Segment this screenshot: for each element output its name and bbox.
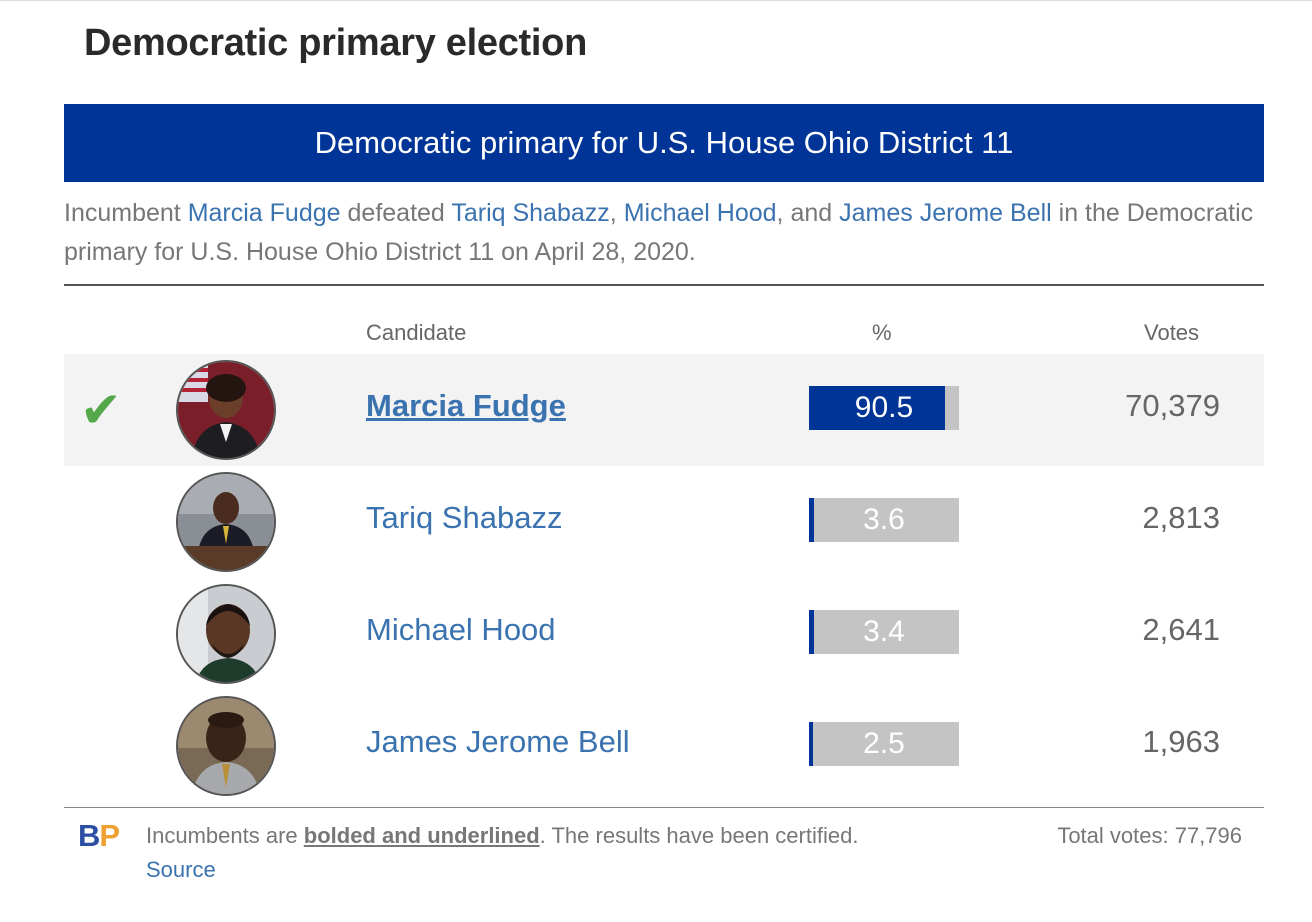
candidate-row: Tariq Shabazz 3.6 2,813: [64, 466, 1264, 578]
table-bottom-divider: [64, 807, 1264, 808]
vote-count: 2,641: [1142, 612, 1220, 647]
candidate-photo-michael-hood: [176, 584, 276, 684]
candidate-photo-tariq-shabazz: [176, 472, 276, 572]
candidate-name-link[interactable]: James Jerome Bell: [366, 724, 630, 759]
percent-value: 90.5: [854, 391, 914, 424]
percent-bar: 3.6: [809, 498, 959, 542]
race-header: Democratic primary for U.S. House Ohio D…: [64, 104, 1264, 182]
footnote-suffix: . The results have been certified.: [539, 823, 859, 848]
percent-bar: 3.4: [809, 610, 959, 654]
race-header-title: Democratic primary for U.S. House Ohio D…: [314, 125, 1014, 160]
candidate-row: James Jerome Bell 2.5 1,963: [64, 690, 1264, 802]
percent-value: 3.6: [863, 503, 905, 536]
candidate-photo-james-jerome-bell: [176, 696, 276, 796]
check-mark-icon: ✔: [80, 382, 122, 438]
footnote-prefix: Incumbents are: [146, 823, 298, 848]
ballotpedia-logo: BP: [78, 818, 120, 854]
race-summary: Incumbent Marcia Fudge defeated Tariq Sh…: [64, 194, 1264, 272]
summary-suffix: in the Democratic primary for U.S. House…: [64, 199, 1254, 266]
source-link[interactable]: Source: [146, 857, 216, 882]
summary-link-james-jerome-bell[interactable]: James Jerome Bell: [839, 199, 1052, 227]
logo-letter-p: P: [99, 818, 120, 853]
top-divider: [0, 0, 1312, 1]
summary-sep-2: , and: [776, 199, 833, 227]
logo-letter-b: B: [78, 818, 100, 853]
vote-count: 70,379: [1125, 388, 1220, 423]
column-header-votes: Votes: [1144, 320, 1200, 345]
summary-sep-1: ,: [609, 199, 617, 227]
candidate-name-link[interactable]: Michael Hood: [366, 612, 556, 647]
percent-bar: 2.5: [809, 722, 959, 766]
percent-value: 3.4: [863, 615, 905, 648]
percent-bar: 90.5: [809, 386, 959, 430]
candidate-row: ✔ Marcia Fudge 90.5 70,379: [64, 354, 1264, 466]
percent-bar-fill: [809, 498, 814, 542]
page-title: Democratic primary election: [84, 22, 587, 64]
percent-bar-fill: [809, 722, 813, 766]
percent-bar-fill: [809, 610, 814, 654]
summary-link-marcia-fudge[interactable]: Marcia Fudge: [187, 199, 341, 227]
candidate-name-link[interactable]: Tariq Shabazz: [366, 500, 563, 535]
vote-count: 1,963: [1142, 724, 1220, 759]
table-top-divider: [64, 284, 1264, 286]
footnote-emphasis: bolded and underlined: [303, 823, 540, 848]
footnote: Incumbents are bolded and underlined. Th…: [146, 819, 926, 887]
summary-verb: defeated: [347, 199, 445, 227]
summary-link-michael-hood[interactable]: Michael Hood: [623, 199, 777, 227]
summary-link-tariq-shabazz[interactable]: Tariq Shabazz: [451, 199, 610, 227]
percent-value: 2.5: [863, 727, 905, 760]
percent-bar-fill: [809, 386, 945, 430]
candidate-row: Michael Hood 3.4 2,641: [64, 578, 1264, 690]
vote-count: 2,813: [1142, 500, 1220, 535]
summary-prefix: Incumbent: [64, 199, 181, 227]
total-votes: Total votes: 77,796: [1057, 823, 1242, 848]
column-header-percent: %: [872, 320, 892, 345]
column-header-candidate: Candidate: [366, 320, 467, 345]
candidate-photo-marcia-fudge: [176, 360, 276, 460]
candidate-name-link[interactable]: Marcia Fudge: [366, 388, 566, 423]
